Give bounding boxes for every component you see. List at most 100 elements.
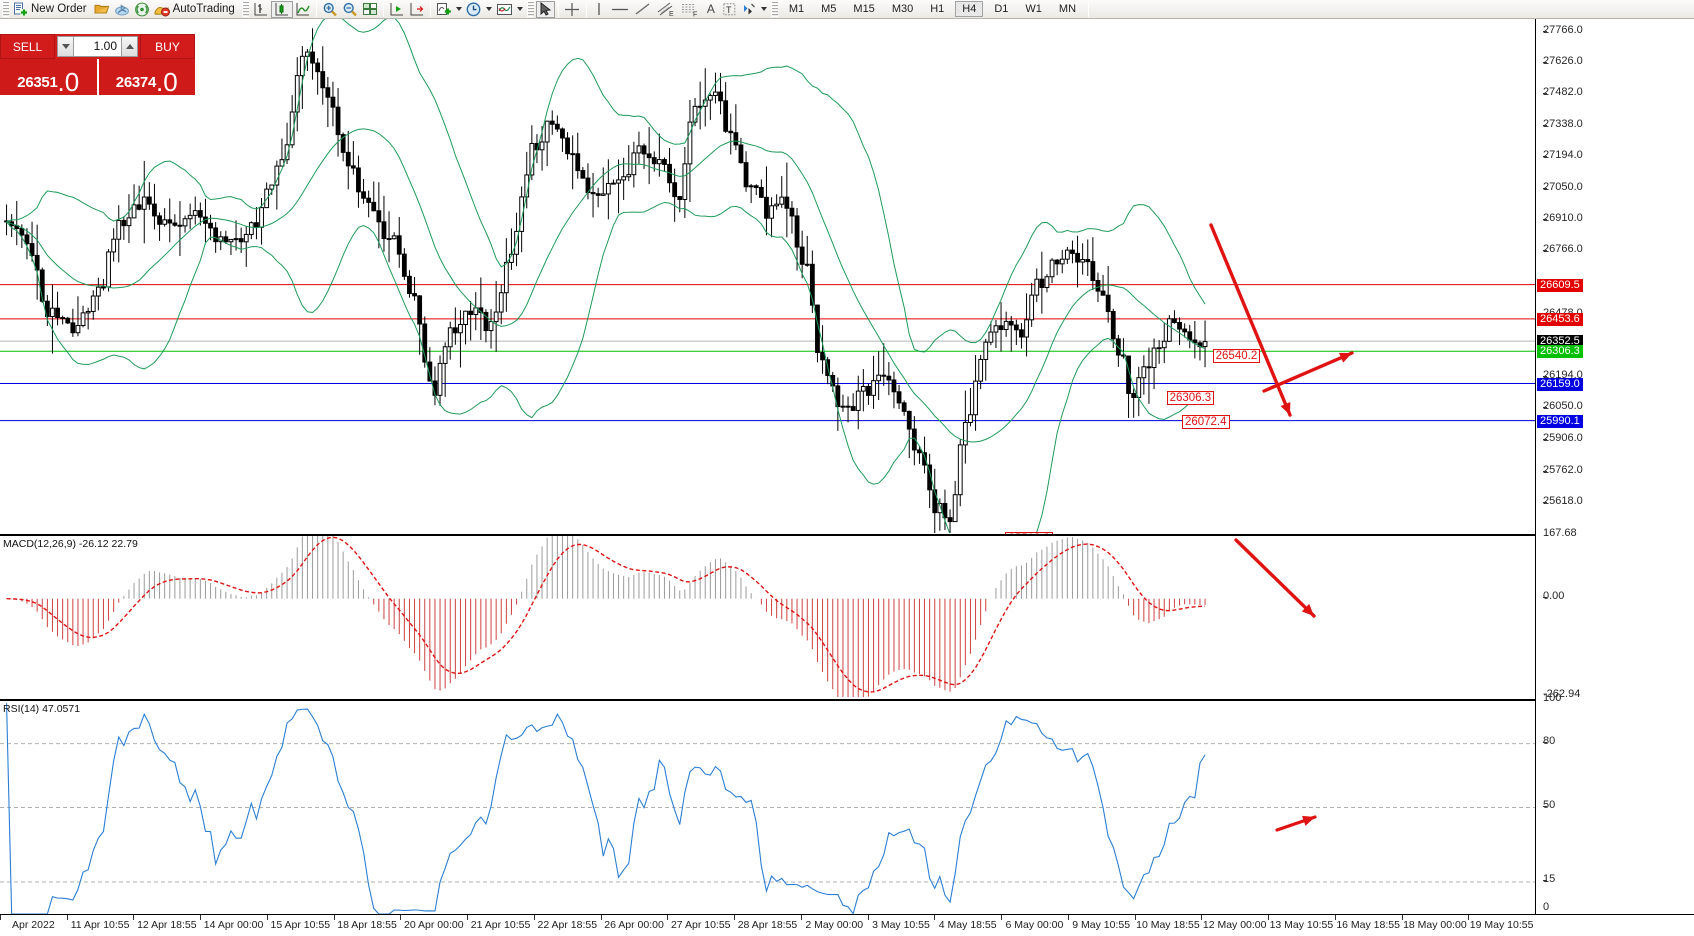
svg-text:E: E xyxy=(669,11,674,17)
timeframe-m30[interactable]: M30 xyxy=(891,3,914,15)
line-chart-button[interactable] xyxy=(293,1,313,18)
time-separator xyxy=(1201,915,1203,920)
buy-button[interactable]: BUY xyxy=(140,34,195,59)
price-tick: 25906.0 xyxy=(1543,432,1583,445)
sell-price-decimal: .0 xyxy=(57,67,80,97)
volume-increase-button[interactable] xyxy=(121,36,138,57)
horizontal-line-tool-button[interactable] xyxy=(608,1,632,18)
vertical-line-icon xyxy=(598,3,600,15)
trendline-icon xyxy=(635,3,650,15)
price-scale[interactable]: 27766.0 27626.0 27482.0 27338.0 27194.0 27050… xyxy=(1535,19,1694,914)
time-separator xyxy=(66,915,68,920)
price-label-support-line[interactable]: 25990.1 xyxy=(1537,414,1583,428)
price-tick: 27338.0 xyxy=(1543,117,1583,130)
toolbar-grip-3[interactable] xyxy=(526,1,534,17)
time-label: Apr 2022 xyxy=(12,919,55,931)
cursor-tool-button[interactable] xyxy=(535,0,555,18)
macd-label: MACD(12,26,9) -26.12 22.79 xyxy=(3,538,138,550)
time-separator xyxy=(1401,915,1403,920)
svg-text:F: F xyxy=(693,11,697,17)
price-tick: 26050.0 xyxy=(1543,400,1583,413)
volume-stepper[interactable]: 1.00 xyxy=(55,34,140,59)
label-tool-button[interactable]: T xyxy=(720,1,739,18)
buy-price[interactable]: 26374 .0 xyxy=(99,59,196,95)
indicators-button[interactable] xyxy=(434,1,464,18)
indicators-dropdown-arrow[interactable] xyxy=(455,7,462,11)
sell-button[interactable]: SELL xyxy=(0,34,55,59)
candlestick-chart-button[interactable] xyxy=(270,0,293,18)
toolbar-grip-2[interactable] xyxy=(241,1,249,17)
price-tick: 25618.0 xyxy=(1543,495,1583,508)
crosshair-tool-button[interactable] xyxy=(562,1,583,18)
time-label: 10 May 18:55 xyxy=(1136,919,1200,931)
bar-chart-button[interactable] xyxy=(251,1,271,18)
autotrading-label: AutoTrading xyxy=(172,3,235,15)
signals-button[interactable] xyxy=(132,1,152,18)
signal-icon xyxy=(134,2,149,16)
chart-templates-button[interactable] xyxy=(92,1,112,18)
toolbar-grip[interactable] xyxy=(2,1,9,17)
timeframe-m5[interactable]: M5 xyxy=(821,3,837,15)
text-tool-button[interactable]: A xyxy=(702,1,720,18)
timeframe-h1[interactable]: H1 xyxy=(930,3,945,15)
equidistant-channel-tool-button[interactable]: E xyxy=(654,1,678,18)
price-tick: 26910.0 xyxy=(1543,211,1583,224)
zoom-out-button[interactable] xyxy=(340,1,360,18)
rsi-tick: 15 xyxy=(1543,873,1556,886)
tile-windows-button[interactable] xyxy=(360,1,380,18)
time-separator xyxy=(0,915,1,920)
timeframe-d1[interactable]: D1 xyxy=(994,3,1009,15)
chart-annotation[interactable]: 26306.3 xyxy=(1166,391,1215,405)
bar-chart-icon xyxy=(254,3,267,16)
zoom-in-button[interactable] xyxy=(320,1,340,18)
trendline-tool-button[interactable] xyxy=(632,1,654,18)
horizontal-line-icon xyxy=(611,8,628,11)
vertical-line-tool-button[interactable] xyxy=(590,1,608,18)
rsi-label: RSI(14) 47.0571 xyxy=(3,703,81,715)
time-separator xyxy=(600,915,602,920)
period-dropdown-arrow[interactable] xyxy=(485,7,492,11)
rsi-pane[interactable]: RSI(14) 47.0571 xyxy=(0,699,1535,914)
time-axis[interactable]: Apr 2022 11 Apr 10:55 12 Apr 18:55 14 Apr 0… xyxy=(0,914,1694,936)
metaquotes-language-button[interactable] xyxy=(112,1,132,18)
period-button[interactable] xyxy=(464,1,494,18)
autotrading-button[interactable]: AutoTrading xyxy=(152,1,240,18)
text-label-icon: T xyxy=(723,2,736,15)
one-click-trading-panel[interactable]: SELL 1.00 BUY 26351 .0 26374 .0 xyxy=(0,34,195,95)
timeframe-m15[interactable]: M15 xyxy=(853,3,875,15)
time-label: 14 Apr 00:00 xyxy=(203,919,264,931)
arrows-tool-button[interactable] xyxy=(739,1,769,18)
timeframe-h4[interactable]: H4 xyxy=(955,1,984,17)
toolbar-grip-4[interactable] xyxy=(770,1,778,17)
chart-shift-button[interactable] xyxy=(407,1,427,18)
templates-dropdown-arrow[interactable] xyxy=(516,7,523,11)
timeframe-m1[interactable]: M1 xyxy=(788,3,805,15)
volume-decrease-button[interactable] xyxy=(57,36,74,57)
tile-windows-icon xyxy=(362,3,377,15)
fibonacci-tool-button[interactable]: F xyxy=(678,1,702,18)
arrows-icon xyxy=(743,3,755,14)
time-separator xyxy=(1134,915,1136,920)
price-label-support-line[interactable]: 26306.3 xyxy=(1537,345,1583,359)
new-order-button[interactable]: New Order xyxy=(11,1,92,18)
templates-button[interactable] xyxy=(494,1,525,18)
toolbar-separator-6 xyxy=(1088,1,1090,17)
chart-annotation[interactable]: 26072.4 xyxy=(1181,415,1230,429)
price-label-last-price[interactable]: 26352.5 xyxy=(1537,335,1583,349)
svg-text:T: T xyxy=(726,5,732,15)
price-label-support-line[interactable]: 26159.0 xyxy=(1537,377,1583,391)
volume-input[interactable]: 1.00 xyxy=(74,36,121,57)
price-label-resistance-line[interactable]: 26453.6 xyxy=(1537,312,1583,326)
auto-scroll-button[interactable] xyxy=(387,1,407,18)
chart-annotation[interactable]: 26540.2 xyxy=(1212,349,1261,363)
price-label-resistance-line[interactable]: 26609.5 xyxy=(1537,278,1583,292)
arrows-dropdown-arrow[interactable] xyxy=(760,7,767,11)
line-chart-icon xyxy=(296,3,310,16)
macd-pane[interactable]: MACD(12,26,9) -26.12 22.79 xyxy=(0,534,1535,697)
timeframe-mn[interactable]: MN xyxy=(1058,3,1077,15)
timeframe-w1[interactable]: W1 xyxy=(1025,3,1042,15)
sell-price[interactable]: 26351 .0 xyxy=(0,59,97,95)
price-tick: 27766.0 xyxy=(1543,23,1583,36)
